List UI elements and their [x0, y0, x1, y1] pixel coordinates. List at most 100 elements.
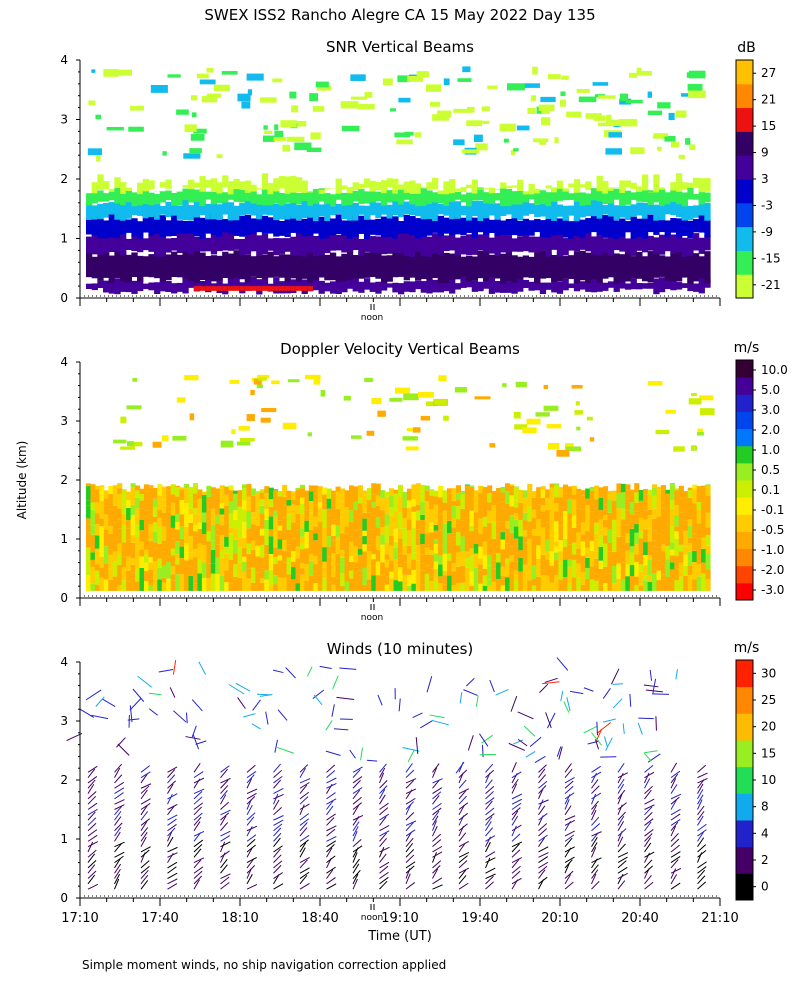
doppler-cell: [678, 518, 684, 530]
wind-barb: [542, 681, 560, 685]
doppler-cell: [86, 483, 92, 487]
doppler-cell: [268, 506, 274, 517]
doppler-cell: [340, 517, 346, 534]
doppler-cell: [206, 563, 212, 579]
snr-cell: [607, 202, 615, 217]
doppler-cell: [362, 512, 368, 519]
snr-cell: [443, 191, 450, 206]
wind-barb: [485, 857, 496, 864]
colorbar-swatch: [736, 377, 753, 395]
doppler-cell: [340, 501, 346, 518]
wind-barb: [644, 798, 655, 805]
wind-barb: [610, 668, 620, 685]
colorbar-unit: m/s: [734, 340, 760, 356]
doppler-cell: [86, 547, 92, 559]
wind-barb: [379, 846, 385, 858]
snr-cell: [539, 200, 547, 217]
snr-cell: [250, 218, 257, 235]
doppler-cell: [161, 487, 167, 500]
snr-cell: [398, 97, 411, 103]
snr-cell: [131, 201, 138, 216]
doppler-cell: [500, 514, 506, 533]
doppler-cell: [691, 445, 697, 450]
snr-cell: [432, 177, 439, 190]
doppler-cell: [527, 554, 533, 568]
doppler-cell: [549, 483, 555, 488]
snr-cell: [346, 236, 354, 252]
snr-cell: [278, 254, 286, 278]
snr-cell: [352, 203, 359, 221]
doppler-cell: [282, 517, 288, 533]
wind-barb: [538, 805, 546, 816]
snr-cell: [488, 190, 496, 205]
doppler-cell: [402, 545, 408, 555]
snr-cell: [653, 191, 660, 203]
doppler-cell: [170, 566, 176, 575]
snr-cell: [528, 281, 535, 291]
doppler-cell: [86, 532, 92, 541]
doppler-cell: [340, 573, 346, 587]
doppler-cell: [571, 384, 583, 389]
snr-cell: [91, 233, 98, 255]
snr-cell: [613, 278, 620, 292]
doppler-cell: [406, 507, 412, 520]
colorbar-label: 4: [761, 826, 769, 840]
doppler-cell: [117, 508, 123, 520]
doppler-cell: [629, 565, 635, 576]
doppler-cell: [184, 526, 190, 544]
wind-barb: [591, 765, 601, 773]
doppler-cell: [357, 554, 363, 571]
doppler-cell: [152, 542, 158, 549]
wind-barb: [379, 861, 390, 869]
doppler-cell: [184, 503, 190, 519]
wind-barb: [87, 783, 95, 794]
snr-cell: [324, 220, 331, 239]
doppler-cell: [580, 534, 586, 542]
doppler-cell: [429, 576, 435, 582]
doppler-cell: [442, 523, 448, 539]
snr-cell: [664, 256, 671, 282]
snr-cell: [545, 185, 552, 189]
snr-cell: [658, 204, 666, 221]
doppler-cell: [258, 377, 267, 381]
wind-barb: [299, 782, 310, 789]
doppler-cell: [674, 556, 680, 569]
wind-barb: [167, 818, 177, 826]
snr-cell: [432, 252, 439, 279]
doppler-cell: [184, 543, 190, 561]
doppler-cell: [308, 546, 314, 554]
snr-cell: [687, 182, 694, 188]
snr-cell: [505, 186, 513, 189]
doppler-cell: [322, 509, 328, 518]
snr-cell: [507, 83, 525, 91]
doppler-cell: [201, 494, 207, 513]
doppler-cell: [143, 516, 149, 530]
doppler-cell: [157, 579, 163, 591]
doppler-cell: [277, 530, 283, 540]
snr-cell: [404, 131, 414, 136]
doppler-cell: [295, 523, 301, 530]
doppler-cell: [389, 560, 395, 572]
snr-cell: [108, 278, 115, 294]
snr-cell: [398, 187, 405, 205]
doppler-cell: [366, 529, 372, 540]
doppler-cell: [526, 418, 541, 425]
doppler-cell: [575, 401, 580, 406]
snr-cell: [205, 216, 212, 234]
doppler-cell: [656, 533, 662, 548]
doppler-cell: [277, 525, 283, 531]
wind-barb: [405, 801, 414, 810]
wind-barb: [326, 855, 336, 863]
doppler-cell: [291, 579, 297, 591]
snr-cell: [148, 192, 155, 206]
doppler-cell: [585, 578, 591, 591]
doppler-cell: [634, 544, 640, 555]
doppler-cell: [482, 526, 488, 536]
snr-cell: [114, 249, 121, 278]
wind-barb: [352, 789, 361, 800]
doppler-cell: [589, 550, 595, 567]
snr-cell: [704, 203, 711, 221]
doppler-cell: [250, 524, 256, 541]
doppler-cell: [438, 530, 444, 546]
doppler-cell: [460, 582, 466, 591]
